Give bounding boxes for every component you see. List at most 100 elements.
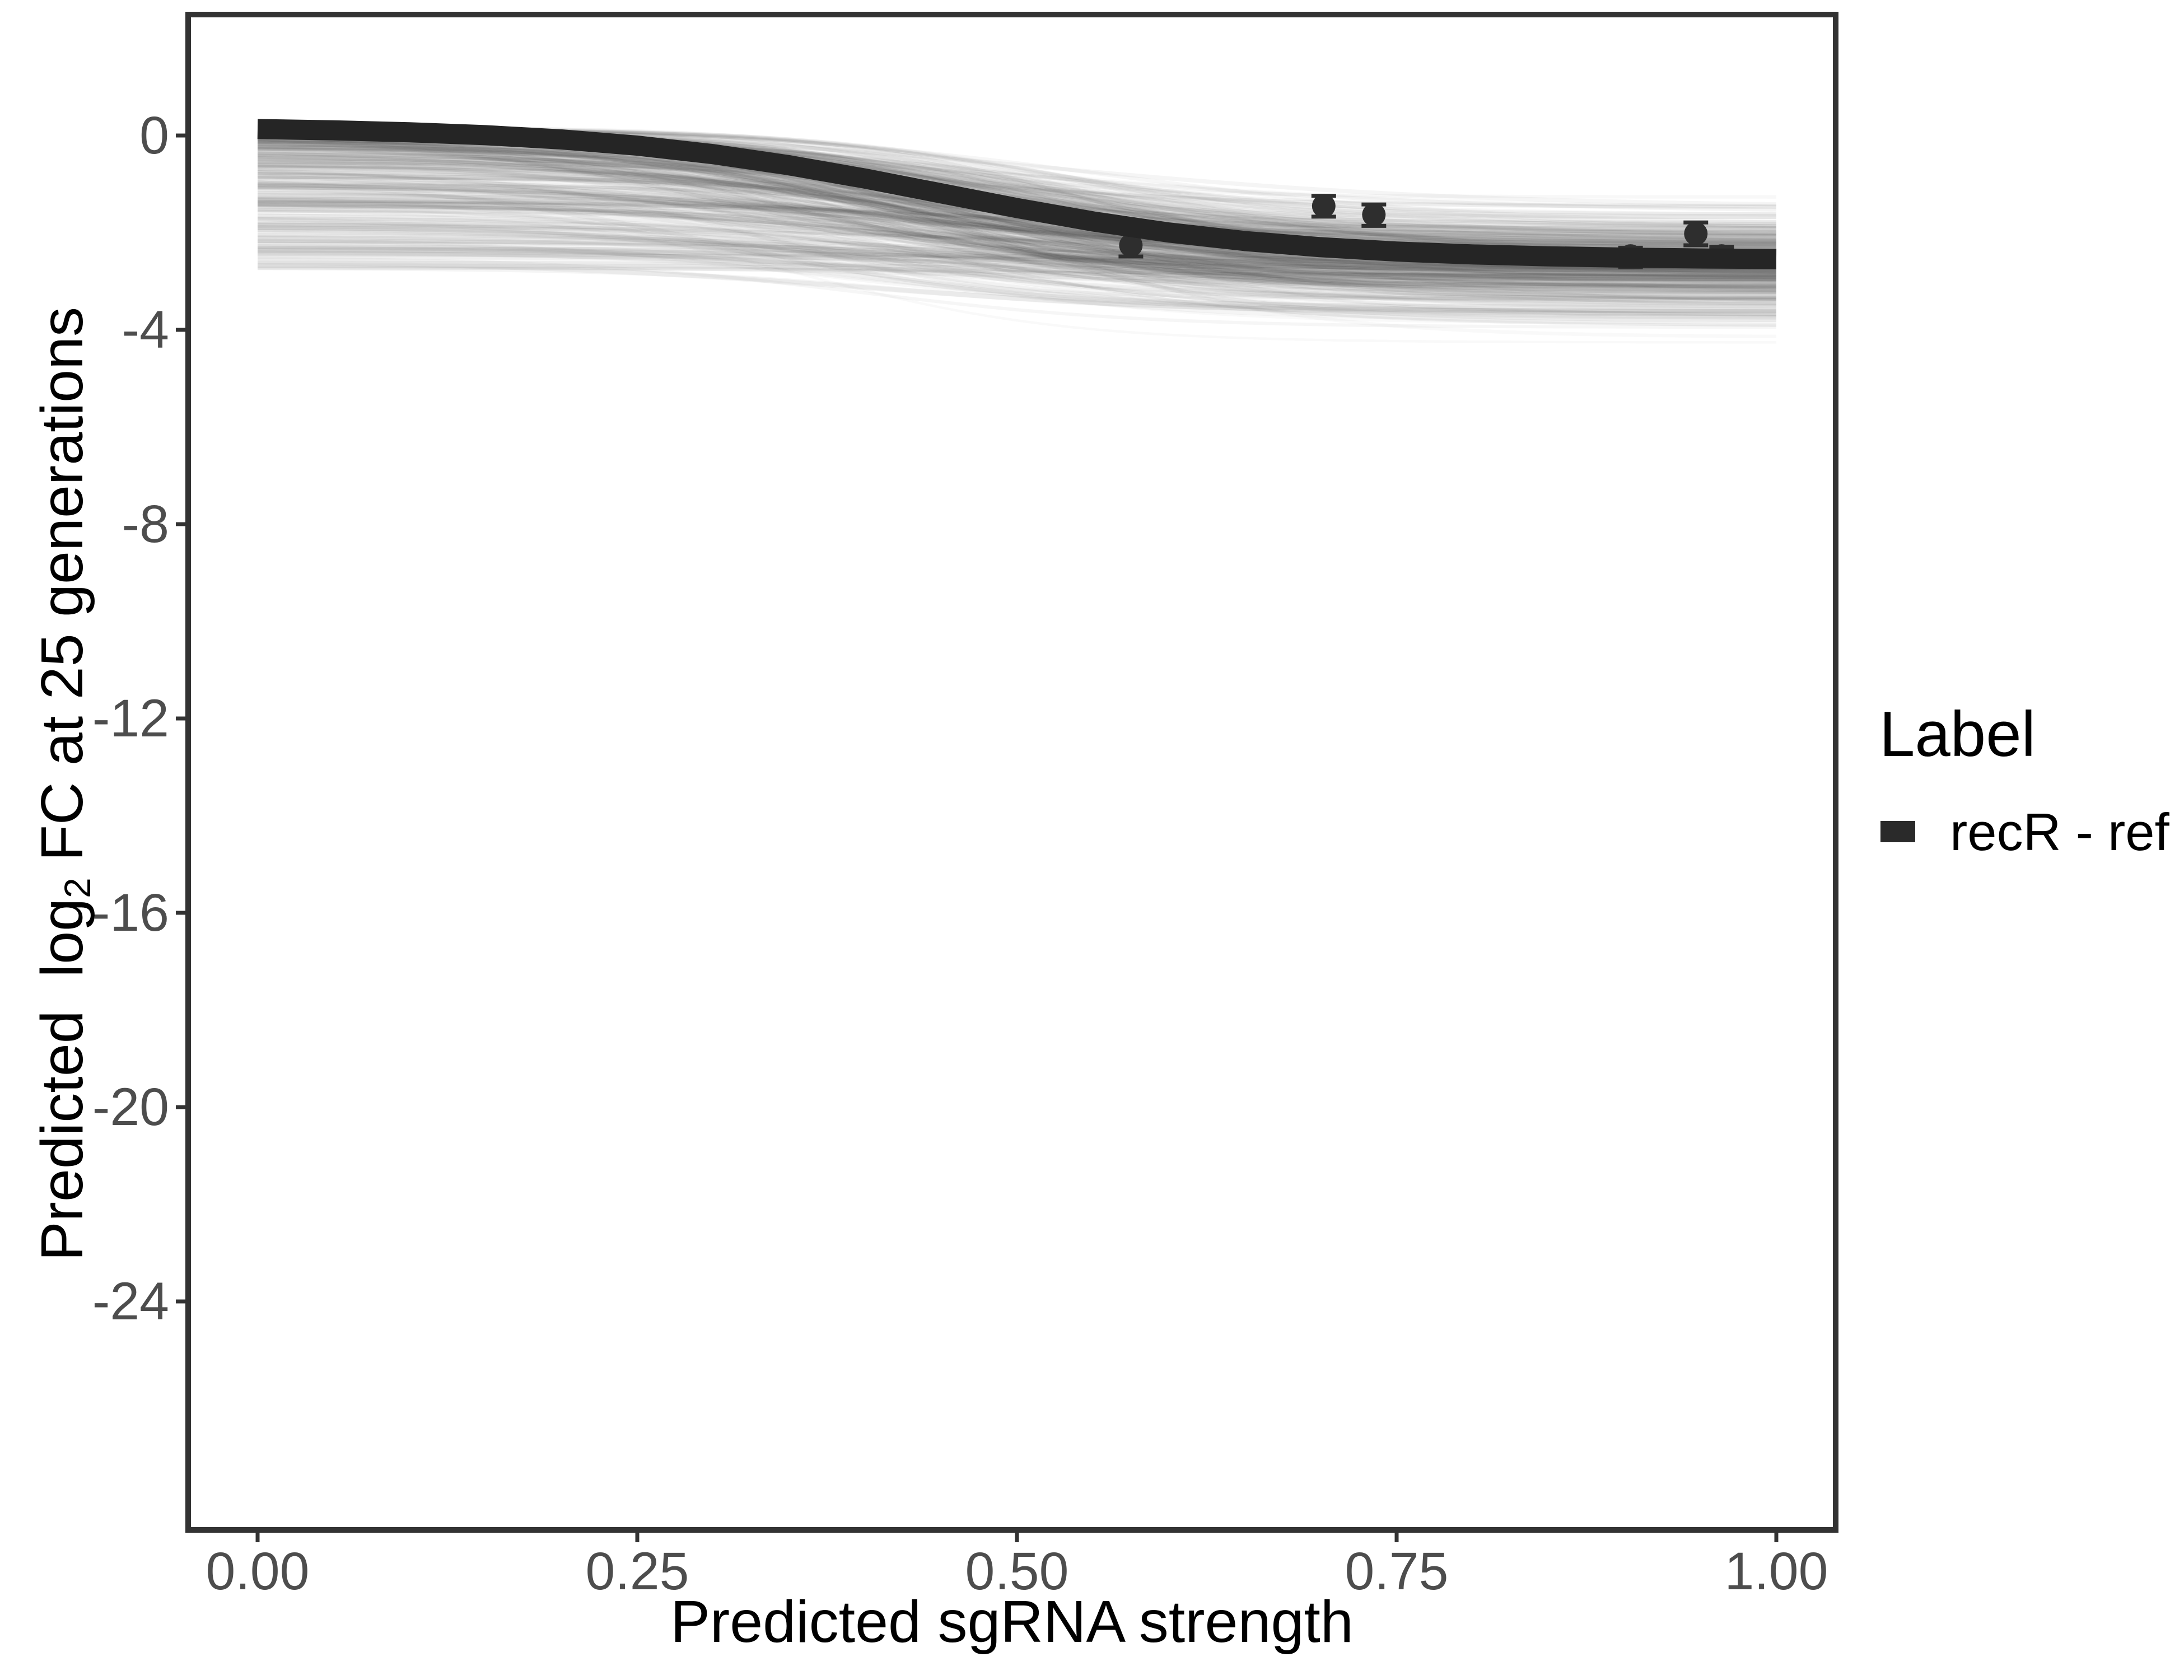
data-point-dot bbox=[1684, 222, 1708, 246]
y-tick-label: -4 bbox=[122, 300, 169, 360]
posterior-draw-line bbox=[257, 143, 1776, 236]
posterior-draw-line bbox=[257, 249, 1776, 270]
y-axis-title-prefix: Predicted log bbox=[29, 898, 95, 1262]
posterior-draw-line bbox=[257, 164, 1777, 273]
y-tick-label: -16 bbox=[92, 883, 169, 942]
posterior-draw-line bbox=[257, 141, 1776, 288]
legend-key-line bbox=[1880, 821, 1915, 842]
posterior-draw-line bbox=[257, 208, 1777, 316]
posterior-draw-line bbox=[257, 157, 1777, 290]
posterior-draw-line bbox=[257, 143, 1776, 300]
posterior-draw-line bbox=[257, 233, 1777, 292]
posterior-draw-line bbox=[258, 260, 1776, 272]
posterior-draw-line bbox=[257, 197, 1777, 239]
posterior-draw-line bbox=[257, 250, 1776, 308]
posterior-draw-line bbox=[257, 204, 1777, 297]
posterior-draws bbox=[257, 125, 1777, 329]
posterior-draw-line bbox=[257, 161, 1777, 283]
posterior-draw-line bbox=[257, 256, 1776, 329]
posterior-draw-line bbox=[257, 156, 1776, 229]
posterior-draw-line bbox=[257, 163, 1776, 279]
posterior-draw-line bbox=[257, 202, 1777, 273]
posterior-draw-line bbox=[257, 222, 1776, 245]
posterior-draw-line bbox=[257, 139, 1777, 294]
posterior-draw-line bbox=[258, 267, 1776, 277]
posterior-draw-line bbox=[257, 231, 1777, 317]
posterior-draw-line bbox=[257, 225, 1777, 316]
posterior-draw-line bbox=[257, 162, 1777, 209]
posterior-draw-line bbox=[257, 203, 1777, 280]
posterior-draw-line bbox=[257, 263, 1777, 284]
posterior-draw-line bbox=[257, 161, 1777, 276]
posterior-draw-line bbox=[257, 168, 1777, 282]
posterior-draw-line bbox=[257, 236, 1777, 273]
errorbar-point bbox=[1683, 220, 1709, 248]
posterior-draw-line bbox=[257, 148, 1777, 281]
posterior-draw-line bbox=[257, 147, 1777, 306]
posterior-draw-line bbox=[257, 151, 1777, 284]
posterior-draw-line bbox=[258, 197, 1777, 272]
posterior-draw-line bbox=[257, 246, 1776, 290]
posterior-draw-line bbox=[257, 195, 1776, 270]
posterior-draw-line bbox=[257, 146, 1777, 242]
posterior-draw-line bbox=[257, 225, 1777, 320]
posterior-draw-line bbox=[257, 183, 1777, 293]
posterior-draw-line bbox=[257, 198, 1777, 249]
posterior-draw-line bbox=[257, 158, 1776, 272]
posterior-draw-line bbox=[257, 159, 1776, 242]
y-tick-label: -12 bbox=[92, 689, 169, 748]
posterior-draw-line bbox=[257, 139, 1777, 277]
posterior-draw-line bbox=[257, 176, 1777, 277]
legend-title: Label bbox=[1879, 699, 2036, 770]
y-tick-label: -20 bbox=[92, 1077, 169, 1137]
posterior-draw-line bbox=[257, 144, 1777, 212]
posterior-draw-line bbox=[257, 162, 1776, 248]
posterior-draw-line bbox=[257, 197, 1776, 301]
posterior-draw-line bbox=[257, 217, 1777, 275]
posterior-draw-line bbox=[257, 190, 1777, 284]
posterior-draw-line bbox=[257, 225, 1777, 295]
posterior-draw-line bbox=[257, 169, 1776, 310]
posterior-draw-line bbox=[257, 217, 1777, 327]
data-point-dot bbox=[1119, 234, 1143, 258]
y-tick-label: 0 bbox=[139, 106, 169, 165]
y-tick-label: -8 bbox=[122, 494, 169, 554]
posterior-draw-line bbox=[258, 239, 1776, 282]
data-point-dot bbox=[1312, 194, 1336, 218]
x-tick-label: 0.75 bbox=[1345, 1542, 1449, 1601]
posterior-draw-line bbox=[257, 186, 1777, 282]
posterior-draw-line bbox=[257, 235, 1777, 283]
posterior-draw-line bbox=[257, 162, 1777, 282]
posterior-draw-line bbox=[257, 266, 1776, 277]
posterior-draw-line bbox=[257, 221, 1777, 292]
y-axis-title-suffix: FC at 25 generations bbox=[29, 306, 95, 878]
posterior-draw-line bbox=[257, 187, 1777, 291]
posterior-draw-line bbox=[257, 226, 1776, 288]
posterior-draw-line bbox=[257, 240, 1776, 313]
posterior-draw-line bbox=[257, 138, 1777, 273]
posterior-draw-line bbox=[257, 248, 1777, 301]
posterior-draw-line bbox=[257, 183, 1777, 279]
posterior-draw-line bbox=[257, 217, 1776, 302]
posterior-draw-line bbox=[257, 138, 1777, 288]
data-point-dot bbox=[1362, 203, 1386, 227]
posterior-draw-line bbox=[257, 210, 1776, 286]
posterior-draw-line bbox=[257, 258, 1776, 270]
posterior-draw-line bbox=[257, 170, 1777, 284]
posterior-draw-line bbox=[257, 265, 1776, 314]
posterior-draw-line bbox=[257, 166, 1776, 277]
posterior-draw-line bbox=[257, 203, 1777, 276]
posterior-draw-line bbox=[257, 160, 1777, 301]
posterior-draw-line bbox=[257, 167, 1777, 245]
posterior-draw-line bbox=[258, 263, 1776, 281]
x-tick-label: 1.00 bbox=[1724, 1542, 1828, 1601]
x-tick-label: 0.25 bbox=[585, 1542, 689, 1601]
axis-ticks bbox=[176, 133, 1779, 1542]
posterior-draw-line bbox=[257, 263, 1776, 277]
posterior-draw-line bbox=[257, 138, 1777, 276]
panel-border bbox=[185, 12, 1838, 1533]
posterior-draw-line bbox=[257, 180, 1777, 305]
posterior-draw-line bbox=[257, 228, 1777, 289]
